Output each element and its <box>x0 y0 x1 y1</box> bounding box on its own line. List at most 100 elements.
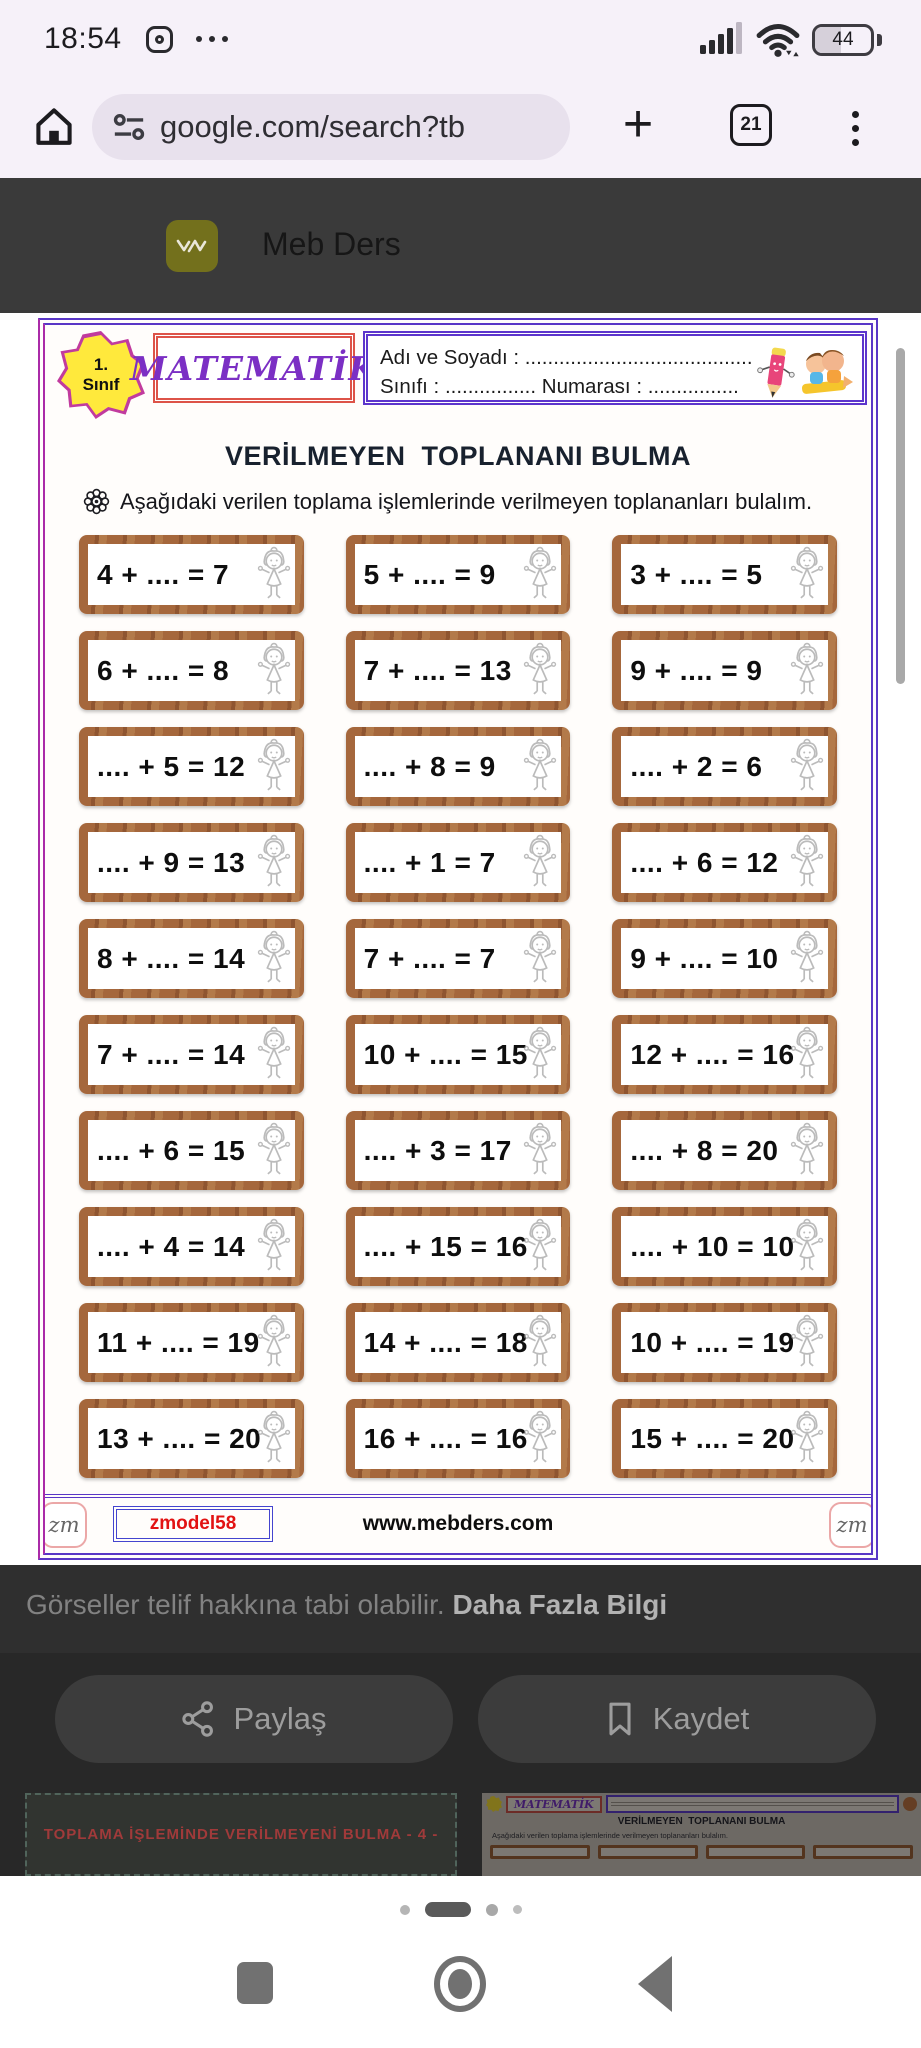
equation-text: .... + 4 = 14 <box>97 1230 246 1262</box>
battery-percent: 44 <box>832 29 854 50</box>
carousel-indicator[interactable] <box>0 1902 921 1917</box>
problem-plaque: 11 + .... = 19 <box>79 1303 304 1382</box>
instruction-text: Aşağıdaki verilen toplama işlemlerinde v… <box>120 488 813 514</box>
carousel-dot[interactable] <box>399 1904 410 1915</box>
equation-text: .... + 15 = 16 <box>363 1230 528 1262</box>
problem-plaque: .... + 8 = 20 <box>612 1111 837 1190</box>
equation-text: .... + 8 = 20 <box>630 1134 779 1166</box>
subject-box: MATEMATİK <box>130 333 377 403</box>
related-image-1-title: TOPLAMA İŞLEMİNDE VERİLMEYENİ BULMA - 4 … <box>43 1826 439 1843</box>
mini-instruction: Aşağıdaki verilen toplama işlemlerinde v… <box>492 1831 728 1840</box>
url-bar[interactable]: google.com/search?tb <box>92 94 570 160</box>
girl-character-illustration <box>790 1218 824 1271</box>
girl-character-illustration <box>524 930 557 983</box>
mini-kids-illustration <box>903 1797 917 1811</box>
girl-character-illustration <box>790 546 824 599</box>
equation-text: 3 + .... = 5 <box>630 558 763 590</box>
clock: 18:54 <box>44 22 122 55</box>
worksheet-image[interactable]: 1. Sınıf MATEMATİK Adı ve Soyadı : .....… <box>38 318 878 1560</box>
problem-plaque: 12 + .... = 16 <box>612 1015 837 1094</box>
equation-text: 9 + .... = 9 <box>630 654 763 686</box>
equation-text: 14 + .... = 18 <box>363 1326 528 1358</box>
equation-text: 16 + .... = 16 <box>363 1422 528 1454</box>
notification-overflow-icon <box>196 36 228 42</box>
related-image-2[interactable]: MATEMATİK VERİLMEYEN TOPLANANI BULMA Aşa… <box>482 1793 921 1876</box>
equation-text: .... + 10 = 10 <box>630 1230 795 1262</box>
recents-button[interactable] <box>237 1962 273 2004</box>
mini-grade-badge <box>486 1796 502 1812</box>
equation-text: .... + 8 = 9 <box>363 750 496 782</box>
equation-text: 12 + .... = 16 <box>630 1038 795 1070</box>
problem-plaque: .... + 4 = 14 <box>79 1207 304 1286</box>
carousel-dot[interactable] <box>485 1903 498 1916</box>
more-info-link[interactable]: Daha Fazla Bilgi <box>452 1589 668 1620</box>
worksheet-title: VERİLMEYEN TOPLANANI BULMA <box>224 441 691 471</box>
equation-text: .... + 5 = 12 <box>97 750 246 782</box>
mini-title: VERİLMEYEN TOPLANANI BULMA <box>617 1816 786 1827</box>
website-text: www.mebders.com <box>362 1512 554 1535</box>
author-code: zmodel58 <box>113 1506 273 1542</box>
back-button[interactable] <box>638 1956 672 2012</box>
copyright-caption: Görseller telif hakkına tabi olabilir. D… <box>0 1565 921 1653</box>
problem-plaque: 10 + .... = 19 <box>612 1303 837 1382</box>
girl-character-illustration <box>524 642 557 695</box>
equation-text: 11 + .... = 19 <box>97 1326 260 1358</box>
home-button[interactable] <box>30 102 78 150</box>
battery-nub <box>877 34 882 46</box>
girl-character-illustration <box>790 834 824 887</box>
share-button[interactable]: Paylaş <box>55 1675 453 1763</box>
image-viewer-header[interactable]: Meb Ders <box>0 178 921 313</box>
problem-plaque: .... + 8 = 9 <box>345 727 571 806</box>
bookmark-icon <box>605 1701 635 1737</box>
problem-plaque: .... + 6 = 15 <box>79 1111 304 1190</box>
problem-plaque: 14 + .... = 18 <box>345 1303 571 1382</box>
girl-character-illustration <box>524 1410 557 1463</box>
share-label: Paylaş <box>233 1701 327 1736</box>
grade-label: Sınıf <box>82 375 120 394</box>
problem-plaque: 8 + .... = 14 <box>79 919 304 998</box>
grade-badge: 1. Sınıf <box>57 331 145 419</box>
problem-plaque: 7 + .... = 13 <box>345 631 571 710</box>
equation-text: 7 + .... = 14 <box>97 1038 246 1070</box>
problem-plaque: 9 + .... = 9 <box>612 631 837 710</box>
browser-toolbar: google.com/search?tb + 21 <box>0 78 921 178</box>
equation-text: 6 + .... = 8 <box>97 654 230 686</box>
related-images-row: TOPLAMA İŞLEMİNDE VERİLMEYENİ BULMA - 4 … <box>0 1793 921 1876</box>
girl-character-illustration <box>257 738 290 791</box>
problem-plaque: 9 + .... = 10 <box>612 919 837 998</box>
equation-text: 15 + .... = 20 <box>630 1422 795 1454</box>
problem-plaque: .... + 5 = 12 <box>79 727 304 806</box>
scrollbar-thumb[interactable] <box>896 348 905 684</box>
wifi-icon <box>756 22 800 58</box>
carousel-dot-active[interactable] <box>424 1902 471 1917</box>
problem-plaque: 13 + .... = 20 <box>79 1399 304 1478</box>
problem-plaque: 7 + .... = 7 <box>345 919 571 998</box>
girl-character-illustration <box>524 1122 557 1175</box>
girl-character-illustration <box>790 1410 824 1463</box>
problem-plaque: 10 + .... = 15 <box>345 1015 571 1094</box>
equation-text: 7 + .... = 7 <box>363 942 496 974</box>
equation-text: .... + 1 = 7 <box>363 846 496 878</box>
new-tab-button[interactable]: + <box>622 95 654 153</box>
browser-menu-button[interactable] <box>840 100 870 156</box>
worksheet-footer: zm zmodel58 www.mebders.com zm <box>45 1494 871 1550</box>
image-viewer[interactable]: 1. Sınıf MATEMATİK Adı ve Soyadı : .....… <box>0 313 921 1565</box>
girl-character-illustration <box>524 1218 557 1271</box>
equation-text: 10 + .... = 19 <box>630 1326 795 1358</box>
problem-plaque: .... + 15 = 16 <box>345 1207 571 1286</box>
mini-plaque-row <box>490 1845 913 1859</box>
girl-character-illustration <box>257 642 290 695</box>
girl-character-illustration <box>524 834 557 887</box>
related-image-1[interactable]: TOPLAMA İŞLEMİNDE VERİLMEYENİ BULMA - 4 … <box>25 1793 457 1876</box>
image-source-title: Meb Ders <box>262 226 401 262</box>
girl-character-illustration <box>790 1026 824 1079</box>
home-nav-button[interactable] <box>434 1956 486 2012</box>
equation-text: 5 + .... = 9 <box>363 558 496 590</box>
save-button[interactable]: Kaydet <box>478 1675 876 1763</box>
girl-character-illustration <box>524 1314 557 1367</box>
girl-character-illustration <box>257 1410 290 1463</box>
girl-character-illustration <box>524 546 557 599</box>
tab-count: 21 <box>740 114 762 135</box>
tab-switcher-button[interactable]: 21 <box>730 104 772 146</box>
carousel-dot[interactable] <box>512 1905 522 1914</box>
